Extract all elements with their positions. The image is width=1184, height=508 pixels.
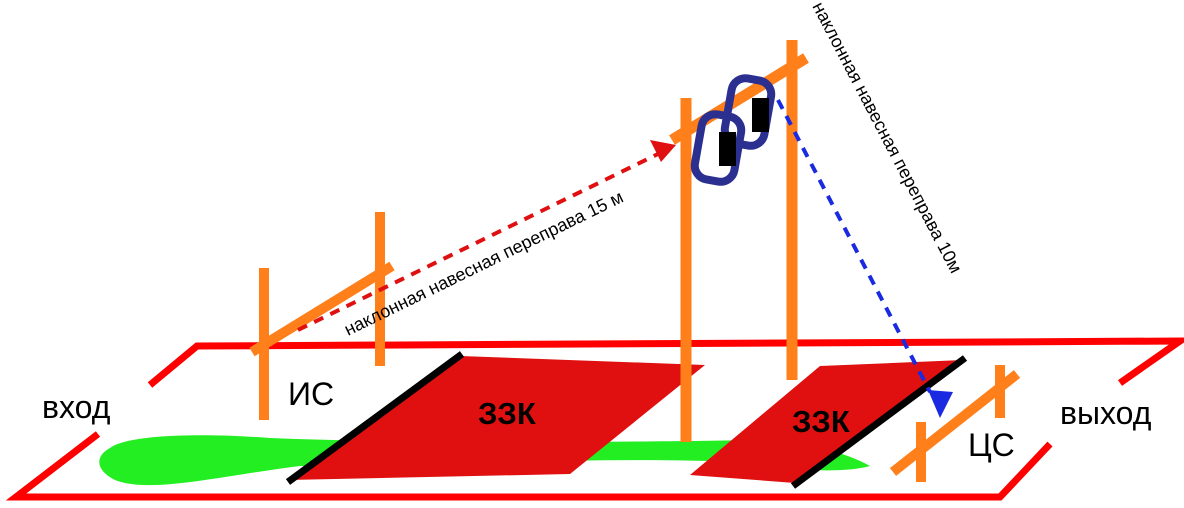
central-frame xyxy=(669,40,809,442)
carabiner-2-latch xyxy=(752,98,769,132)
danger-zone-1-label: ЗЗК xyxy=(478,396,536,431)
boundary-front-edge xyxy=(5,431,1053,501)
rope-lower-label: наклонная навесная переправа 10м xyxy=(808,0,966,276)
exit-label: выход xyxy=(1060,395,1152,431)
rope-lower-line xyxy=(776,99,932,393)
target-stage-frame xyxy=(889,365,1021,482)
danger-zone-2 xyxy=(690,360,963,483)
danger-zone-2-edge xyxy=(790,355,968,489)
start-crossbar xyxy=(249,261,395,357)
danger-zone-1-edge xyxy=(285,351,465,485)
target-crossbar xyxy=(889,370,1021,476)
danger-zone-2-label: ЗЗК xyxy=(792,404,850,439)
rope-upper-line xyxy=(297,150,663,332)
carabiner-1-latch xyxy=(719,132,736,166)
central-crossbar xyxy=(669,53,809,145)
danger-zone-1 xyxy=(288,356,705,480)
start-stage-label: ИС xyxy=(288,376,334,412)
rope-lower-arrowhead xyxy=(928,390,953,418)
carabiners xyxy=(690,74,776,186)
rope-upper-arrowhead xyxy=(650,140,676,162)
target-stage-label: ЦС xyxy=(968,427,1015,463)
entrance-label: вход xyxy=(42,389,111,425)
